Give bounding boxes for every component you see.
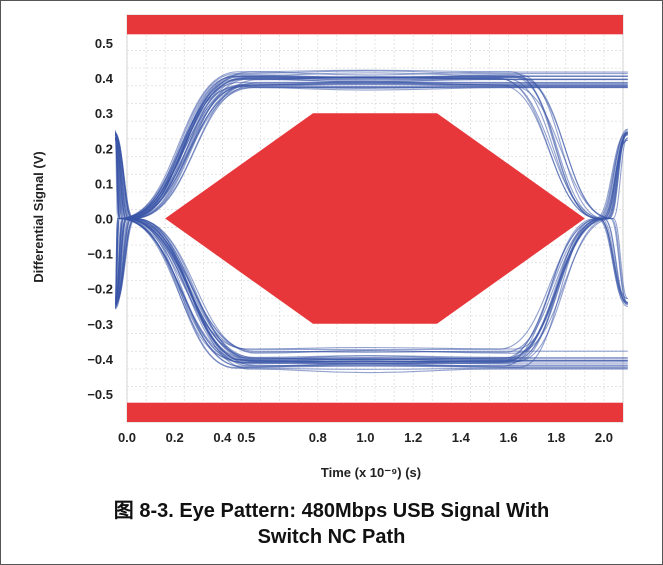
eye-trace <box>114 133 628 360</box>
y-tick-label: 0.0 <box>95 212 113 227</box>
eye-trace <box>114 133 629 360</box>
x-tick-label: 1.6 <box>499 430 517 445</box>
y-tick-labels: 0.5 0.4 0.3 0.2 0.1 0.0 −0.1 −0.2 −0.3 −0.4 −0.5 <box>87 36 113 402</box>
y-tick-label: 0.1 <box>95 176 113 191</box>
figure-caption: 图 8-3. Eye Pattern: 480Mbps USB Signal W… <box>0 498 663 550</box>
y-tick-label: 0.5 <box>95 36 113 51</box>
x-tick-label: 0.0 <box>118 430 136 445</box>
x-tick-label: 1.4 <box>452 430 471 445</box>
x-tick-label: 2.0 <box>595 430 613 445</box>
caption-line-1: 图 8-3. Eye Pattern: 480Mbps USB Signal W… <box>113 500 550 522</box>
x-tick-label: 0.8 <box>309 430 327 445</box>
y-tick-label: −0.1 <box>87 247 113 262</box>
mask-regions <box>127 15 623 422</box>
y-tick-label: 0.4 <box>95 71 114 86</box>
y-axis-label: Differential Signal (V) <box>31 151 46 282</box>
x-tick-label: 1.2 <box>404 430 422 445</box>
x-tick-label: 0.5 <box>237 430 255 445</box>
eye-trace <box>114 81 628 220</box>
caption-line-2: Switch NC Path <box>257 526 406 548</box>
x-axis-label: Time (x 10⁻⁹) (s) <box>321 465 421 480</box>
x-tick-labels: 0.0 0.2 0.4 0.5 0.8 1.0 1.2 1.4 1.6 1.8 2.0 <box>118 430 613 445</box>
mask-top-band <box>127 15 623 35</box>
x-tick-label: 0.2 <box>166 430 184 445</box>
x-tick-label: 1.0 <box>356 430 374 445</box>
y-tick-label: −0.4 <box>87 352 113 367</box>
eye-traces <box>114 69 629 374</box>
y-tick-label: 0.3 <box>95 106 113 121</box>
y-tick-label: −0.3 <box>87 317 113 332</box>
y-tick-label: −0.2 <box>87 282 113 297</box>
y-tick-label: −0.5 <box>87 387 113 402</box>
eye-trace <box>114 132 629 363</box>
eye-trace <box>114 217 628 374</box>
mask-bottom-band <box>127 402 623 422</box>
eye-diagram-chart: 0.5 0.4 0.3 0.2 0.1 0.0 −0.1 −0.2 −0.3 −0.4 −0.5 0… <box>31 14 629 480</box>
y-tick-label: 0.2 <box>95 141 113 156</box>
mask-center-hexagon <box>165 113 585 324</box>
x-tick-label: 0.4 <box>213 430 232 445</box>
x-tick-label: 1.8 <box>547 430 565 445</box>
